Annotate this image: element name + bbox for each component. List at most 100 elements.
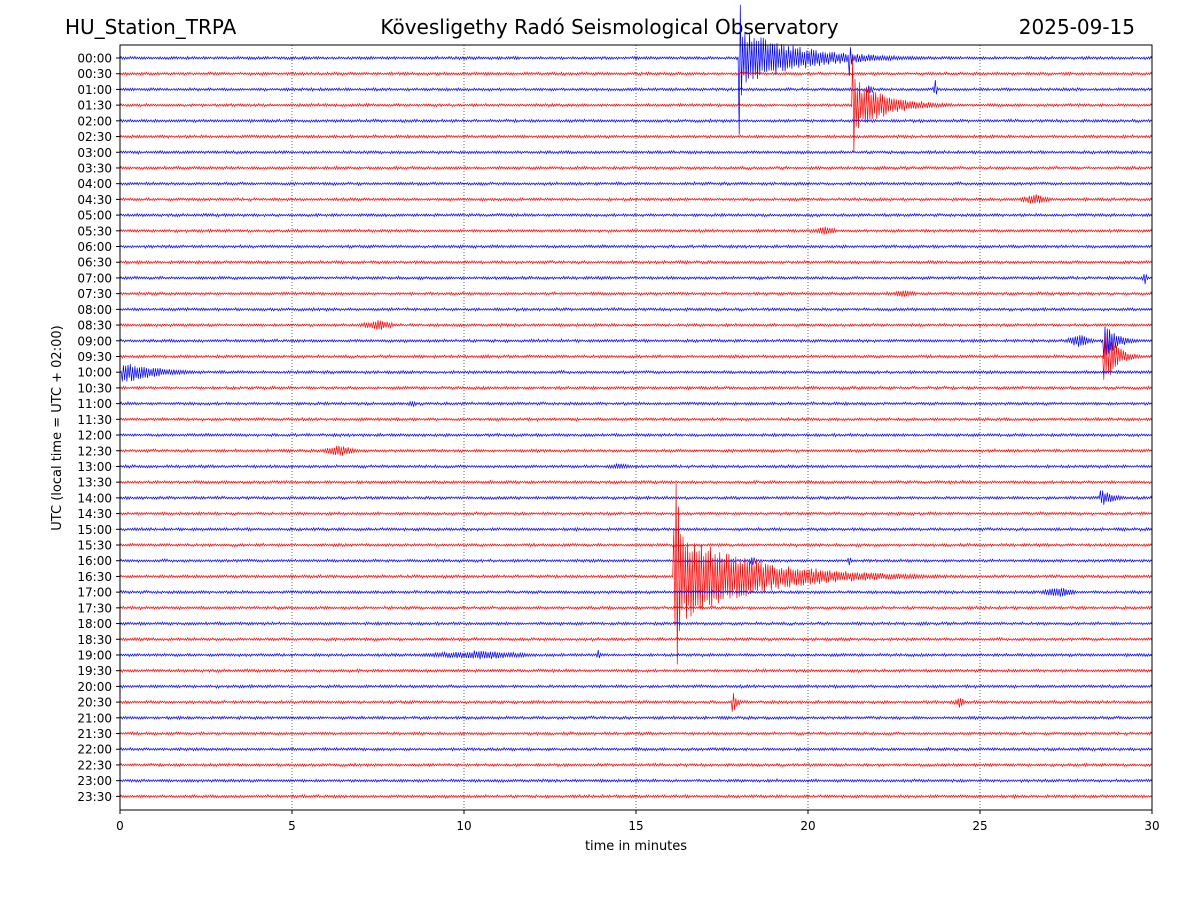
y-tick-label: 03:30 <box>77 161 112 175</box>
y-tick-label: 17:30 <box>77 601 112 615</box>
y-tick-label: 13:30 <box>77 476 112 490</box>
trace-1100 <box>119 400 1153 408</box>
y-tick-label: 14:00 <box>77 491 112 505</box>
record-date: 2025-09-15 <box>1018 15 1135 39</box>
trace-2030 <box>119 693 1153 712</box>
y-tick-label: 04:30 <box>77 193 112 207</box>
trace-1730 <box>119 605 1153 611</box>
trace-1000 <box>119 364 1153 382</box>
trace-1030 <box>119 385 1153 391</box>
trace-0730 <box>119 290 1153 298</box>
y-tick-label: 10:00 <box>77 366 112 380</box>
x-tick-label: 5 <box>288 819 296 833</box>
trace-2000 <box>119 683 1153 690</box>
observatory-title: Kövesligethy Radó Seismological Observat… <box>380 15 839 39</box>
y-tick-label: 03:00 <box>77 146 112 160</box>
trace-1400 <box>119 490 1153 505</box>
trace-1230 <box>119 445 1153 456</box>
y-tick-label: 02:00 <box>77 114 112 128</box>
y-tick-label: 14:30 <box>77 507 112 521</box>
x-axis-label: time in minutes <box>585 839 687 854</box>
trace-0530 <box>119 226 1153 235</box>
trace-1700 <box>119 588 1153 597</box>
trace-1200 <box>119 432 1153 438</box>
trace-0830 <box>119 320 1153 330</box>
trace-2100 <box>119 715 1153 721</box>
y-tick-label: 19:30 <box>77 664 112 678</box>
trace-0130 <box>119 56 1153 152</box>
trace-1800 <box>119 620 1153 627</box>
trace-0330 <box>119 165 1153 171</box>
trace-0930 <box>119 334 1153 380</box>
trace-0600 <box>119 243 1153 250</box>
y-tick-label: 05:00 <box>77 209 112 223</box>
trace-0200 <box>119 118 1153 124</box>
trace-1930 <box>119 668 1153 674</box>
trace-1630 <box>119 483 1153 665</box>
x-tick-label: 25 <box>972 819 987 833</box>
y-tick-label: 23:00 <box>77 774 112 788</box>
y-tick-label: 16:00 <box>77 554 112 568</box>
trace-1300 <box>119 462 1153 470</box>
trace-1500 <box>119 526 1153 532</box>
y-tick-label: 19:00 <box>77 648 112 662</box>
station-name: HU_Station_TRPA <box>65 15 237 39</box>
y-axis-label: UTC (local time = UTC + 02:00) <box>50 325 65 530</box>
y-tick-label: 08:30 <box>77 319 112 333</box>
y-tick-label: 10:30 <box>77 381 112 395</box>
y-tick-label: 12:30 <box>77 444 112 458</box>
trace-0900 <box>119 326 1153 359</box>
trace-0300 <box>119 149 1153 155</box>
y-tick-label: 00:30 <box>77 67 112 81</box>
trace-0400 <box>119 181 1153 187</box>
y-tick-label: 13:00 <box>77 460 112 474</box>
trace-1530 <box>119 542 1153 548</box>
y-tick-label: 01:00 <box>77 83 112 97</box>
y-tick-label: 06:00 <box>77 240 112 254</box>
trace-0630 <box>119 259 1153 265</box>
trace-1600 <box>119 557 1153 566</box>
y-tick-label: 09:00 <box>77 334 112 348</box>
x-tick-label: 30 <box>1144 819 1159 833</box>
y-tick-label: 02:30 <box>77 130 112 144</box>
trace-0800 <box>119 306 1153 313</box>
trace-1130 <box>119 416 1153 422</box>
trace-0230 <box>119 133 1153 140</box>
y-tick-label: 06:30 <box>77 256 112 270</box>
trace-0500 <box>119 212 1153 218</box>
trace-2130 <box>119 730 1153 737</box>
y-tick-label: 04:00 <box>77 177 112 191</box>
y-tick-label: 08:00 <box>77 303 112 317</box>
y-tick-label: 16:30 <box>77 570 112 584</box>
x-tick-label: 20 <box>800 819 815 833</box>
y-tick-label: 11:00 <box>77 397 112 411</box>
y-tick-label: 20:00 <box>77 680 112 694</box>
trace-0030 <box>119 71 1153 77</box>
y-tick-label: 21:00 <box>77 711 112 725</box>
trace-1900 <box>119 649 1153 660</box>
y-tick-label: 09:30 <box>77 350 112 364</box>
trace-0430 <box>119 194 1153 204</box>
trace-0700 <box>119 274 1153 285</box>
y-tick-label: 15:00 <box>77 523 112 537</box>
y-tick-label: 17:00 <box>77 586 112 600</box>
y-tick-label: 23:30 <box>77 790 112 804</box>
x-tick-label: 10 <box>456 819 471 833</box>
y-tick-label: 18:30 <box>77 633 112 647</box>
y-tick-label: 01:30 <box>77 99 112 113</box>
y-tick-label: 07:00 <box>77 271 112 285</box>
y-tick-label: 07:30 <box>77 287 112 301</box>
y-tick-label: 15:30 <box>77 539 112 553</box>
trace-1330 <box>119 479 1153 485</box>
y-tick-label: 11:30 <box>77 413 112 427</box>
y-tick-label: 22:00 <box>77 743 112 757</box>
y-tick-label: 22:30 <box>77 758 112 772</box>
y-tick-label: 18:00 <box>77 617 112 631</box>
y-tick-label: 12:00 <box>77 429 112 443</box>
trace-0000 <box>119 4 1153 135</box>
y-tick-label: 05:30 <box>77 224 112 238</box>
trace-2230 <box>119 762 1153 768</box>
y-tick-label: 00:00 <box>77 52 112 66</box>
y-tick-label: 20:30 <box>77 696 112 710</box>
